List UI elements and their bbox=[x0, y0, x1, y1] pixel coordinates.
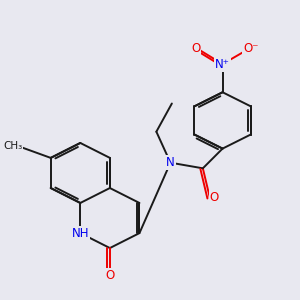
Text: O⁻: O⁻ bbox=[243, 42, 259, 55]
Text: N⁺: N⁺ bbox=[215, 58, 230, 70]
Text: O: O bbox=[105, 269, 115, 282]
Text: NH: NH bbox=[71, 226, 89, 240]
Text: N: N bbox=[166, 156, 175, 169]
Text: CH₃: CH₃ bbox=[3, 141, 22, 151]
Text: O: O bbox=[209, 191, 219, 204]
Text: O: O bbox=[191, 42, 200, 55]
